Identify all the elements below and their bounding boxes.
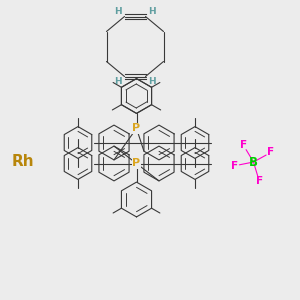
Text: H: H [148,76,156,85]
Text: P: P [132,123,141,134]
Text: F: F [267,148,274,158]
Text: F: F [240,140,247,150]
Text: H: H [114,8,122,16]
Text: B: B [249,155,258,169]
Text: H: H [114,76,122,85]
Text: P: P [132,158,141,169]
Text: H: H [148,8,156,16]
Text: F: F [230,161,238,171]
Text: Rh: Rh [11,154,34,169]
Text: F: F [256,176,263,186]
